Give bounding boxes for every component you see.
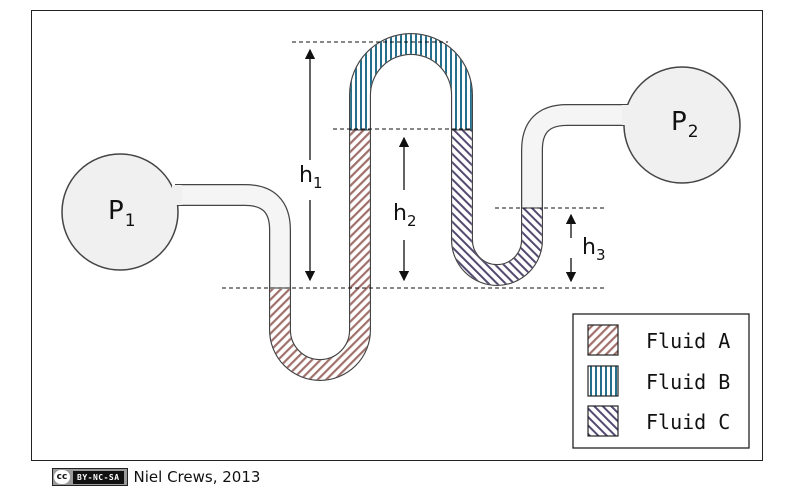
fluid-b-column — [350, 34, 472, 130]
fluid-a-column — [270, 130, 370, 380]
legend-swatch-fluid-c — [587, 405, 619, 437]
legend-swatch-fluid-b — [587, 365, 619, 397]
author-credit: Niel Crews, 2013 — [133, 468, 261, 486]
height-label-h2: h2 — [393, 201, 417, 230]
legend: Fluid A Fluid B Fluid C — [572, 313, 750, 449]
legend-label-fluid-b: Fluid B — [646, 370, 730, 394]
fluid-c-column — [452, 130, 542, 285]
pressure-label-left: P1 — [108, 196, 136, 231]
reference-lines — [222, 41, 605, 289]
legend-label-fluid-a: Fluid A — [646, 329, 730, 353]
pressure-label-right: P2 — [671, 107, 699, 142]
legend-label-fluid-c: Fluid C — [646, 410, 730, 434]
license-text: BY-NC-SA — [73, 470, 124, 484]
license-badge[interactable]: cc BY-NC-SA — [52, 468, 128, 486]
pressure-vessel-left — [61, 153, 179, 271]
height-label-h1: h1 — [299, 163, 323, 192]
credit-line: cc BY-NC-SA Niel Crews, 2013 — [52, 467, 260, 487]
height-arrows — [304, 48, 577, 283]
legend-swatch-fluid-a — [587, 324, 619, 356]
cc-icon: cc — [54, 470, 70, 484]
height-label-h3: h3 — [582, 235, 606, 264]
